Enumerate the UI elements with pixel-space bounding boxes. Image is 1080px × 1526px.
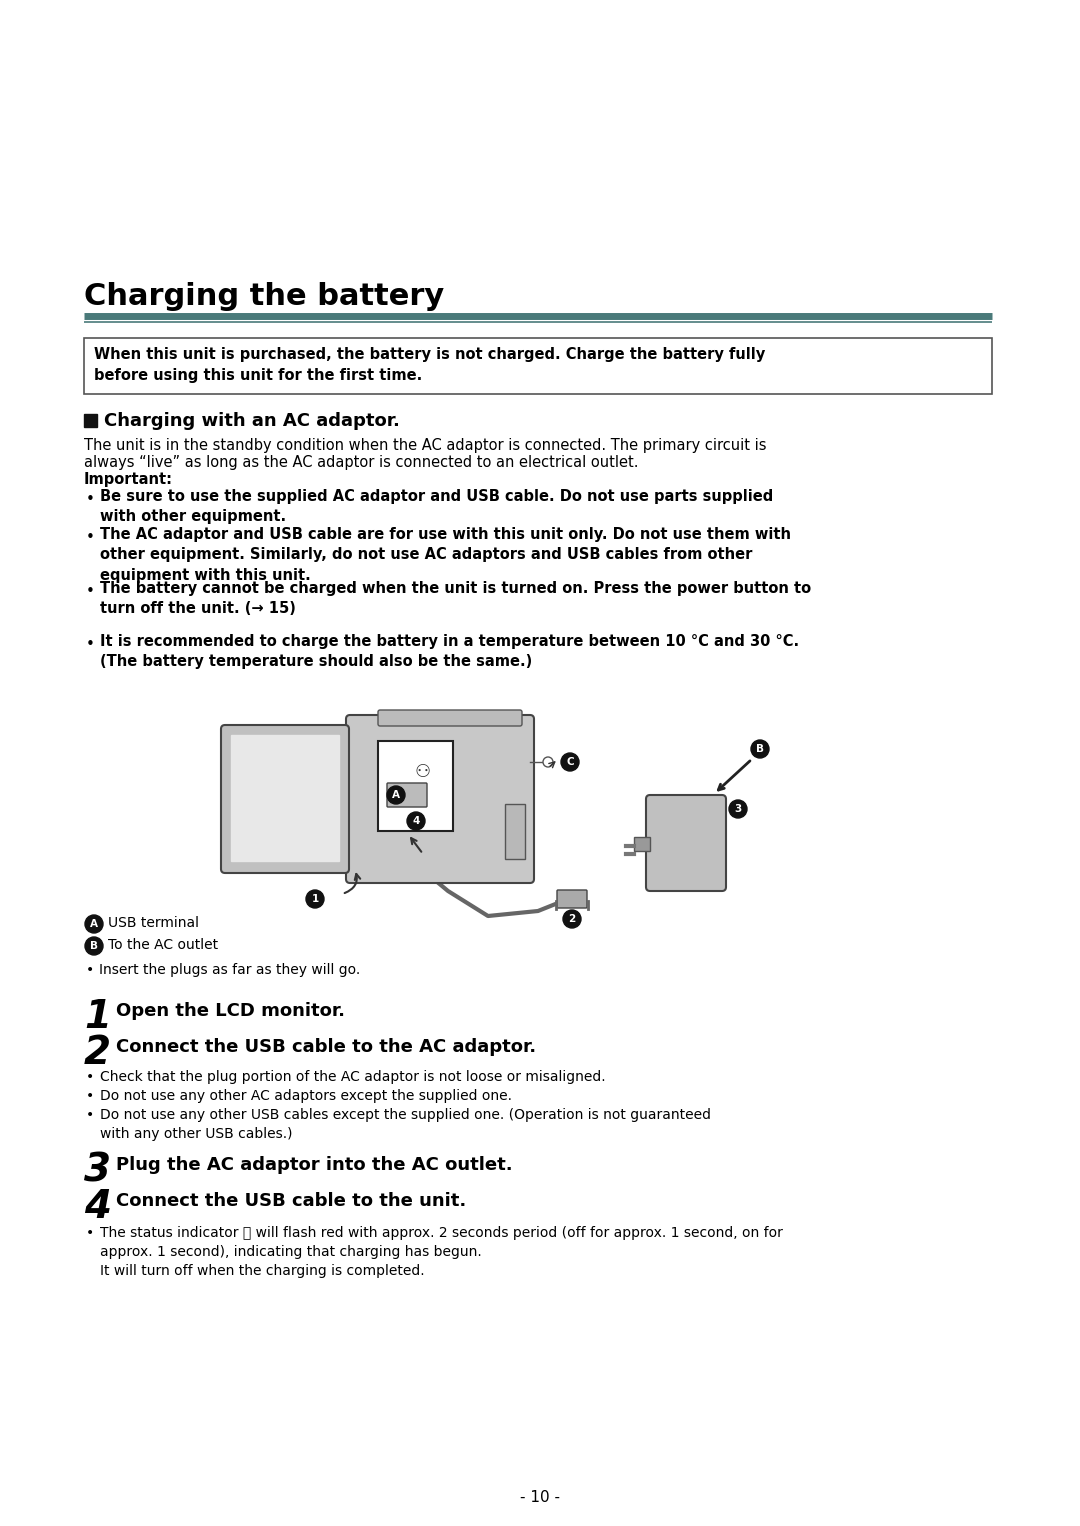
Text: •: • (86, 1108, 94, 1122)
Bar (231, 736, 339, 861)
Circle shape (85, 937, 103, 955)
Text: 2: 2 (84, 1035, 111, 1071)
Text: To the AC outlet: To the AC outlet (108, 938, 218, 952)
Text: A: A (90, 919, 98, 929)
Text: ⚇: ⚇ (415, 763, 431, 781)
Text: Charging with an AC adaptor.: Charging with an AC adaptor. (104, 412, 400, 430)
Text: •: • (86, 530, 95, 545)
Text: B: B (756, 745, 764, 754)
Circle shape (306, 890, 324, 908)
Circle shape (85, 916, 103, 932)
Text: Charging the battery: Charging the battery (84, 282, 444, 311)
Text: B: B (90, 942, 98, 951)
FancyBboxPatch shape (634, 836, 650, 852)
Text: The status indicator ⓒ will flash red with approx. 2 seconds period (off for app: The status indicator ⓒ will flash red wi… (100, 1225, 783, 1277)
Bar (505, 804, 525, 859)
Text: The unit is in the standby condition when the AC adaptor is connected. The prima: The unit is in the standby condition whe… (84, 438, 767, 453)
Text: Connect the USB cable to the AC adaptor.: Connect the USB cable to the AC adaptor. (116, 1038, 536, 1056)
Text: 3: 3 (734, 804, 742, 813)
Circle shape (729, 800, 747, 818)
Text: 2: 2 (568, 914, 576, 925)
Text: •: • (86, 1090, 94, 1103)
FancyBboxPatch shape (646, 795, 726, 891)
Bar (84, 414, 97, 427)
Text: It is recommended to charge the battery in a temperature between 10 °C and 30 °C: It is recommended to charge the battery … (100, 633, 799, 670)
Text: USB terminal: USB terminal (108, 916, 199, 929)
Text: A: A (392, 790, 400, 800)
Text: 4: 4 (84, 1189, 111, 1225)
Text: 1: 1 (311, 894, 319, 903)
Circle shape (561, 752, 579, 771)
FancyBboxPatch shape (221, 725, 349, 873)
FancyBboxPatch shape (378, 710, 522, 726)
Text: Important:: Important: (84, 472, 173, 487)
Circle shape (543, 757, 553, 768)
Text: C: C (566, 757, 573, 768)
Text: •: • (86, 1070, 94, 1083)
Text: - 10 -: - 10 - (519, 1489, 561, 1505)
Text: •: • (86, 584, 95, 600)
Text: •: • (86, 636, 95, 652)
Circle shape (563, 909, 581, 928)
Circle shape (387, 786, 405, 804)
Bar (84, 337, 993, 394)
Text: Do not use any other USB cables except the supplied one. (Operation is not guara: Do not use any other USB cables except t… (100, 1108, 711, 1141)
Text: •: • (86, 1225, 94, 1241)
Text: Be sure to use the supplied AC adaptor and USB cable. Do not use parts supplied
: Be sure to use the supplied AC adaptor a… (100, 488, 773, 525)
Text: •: • (86, 491, 95, 507)
Text: Plug the AC adaptor into the AC outlet.: Plug the AC adaptor into the AC outlet. (116, 1157, 513, 1173)
Circle shape (407, 812, 426, 830)
Text: •: • (86, 963, 94, 977)
FancyBboxPatch shape (387, 783, 427, 807)
Text: Open the LCD monitor.: Open the LCD monitor. (116, 1003, 345, 1019)
Text: Do not use any other AC adaptors except the supplied one.: Do not use any other AC adaptors except … (100, 1090, 512, 1103)
Text: 4: 4 (413, 816, 420, 826)
Text: The battery cannot be charged when the unit is turned on. Press the power button: The battery cannot be charged when the u… (100, 581, 811, 617)
Circle shape (751, 740, 769, 758)
Text: Check that the plug portion of the AC adaptor is not loose or misaligned.: Check that the plug portion of the AC ad… (100, 1070, 606, 1083)
Text: 1: 1 (84, 998, 111, 1036)
Text: always “live” as long as the AC adaptor is connected to an electrical outlet.: always “live” as long as the AC adaptor … (84, 455, 638, 470)
Text: Insert the plugs as far as they will go.: Insert the plugs as far as they will go. (99, 963, 361, 977)
Text: Connect the USB cable to the unit.: Connect the USB cable to the unit. (116, 1192, 467, 1210)
Bar (378, 742, 453, 832)
Text: 3: 3 (84, 1152, 111, 1190)
FancyBboxPatch shape (346, 716, 534, 884)
FancyBboxPatch shape (557, 890, 588, 908)
Text: When this unit is purchased, the battery is not charged. Charge the battery full: When this unit is purchased, the battery… (94, 346, 766, 383)
Text: The AC adaptor and USB cable are for use with this unit only. Do not use them wi: The AC adaptor and USB cable are for use… (100, 526, 791, 583)
